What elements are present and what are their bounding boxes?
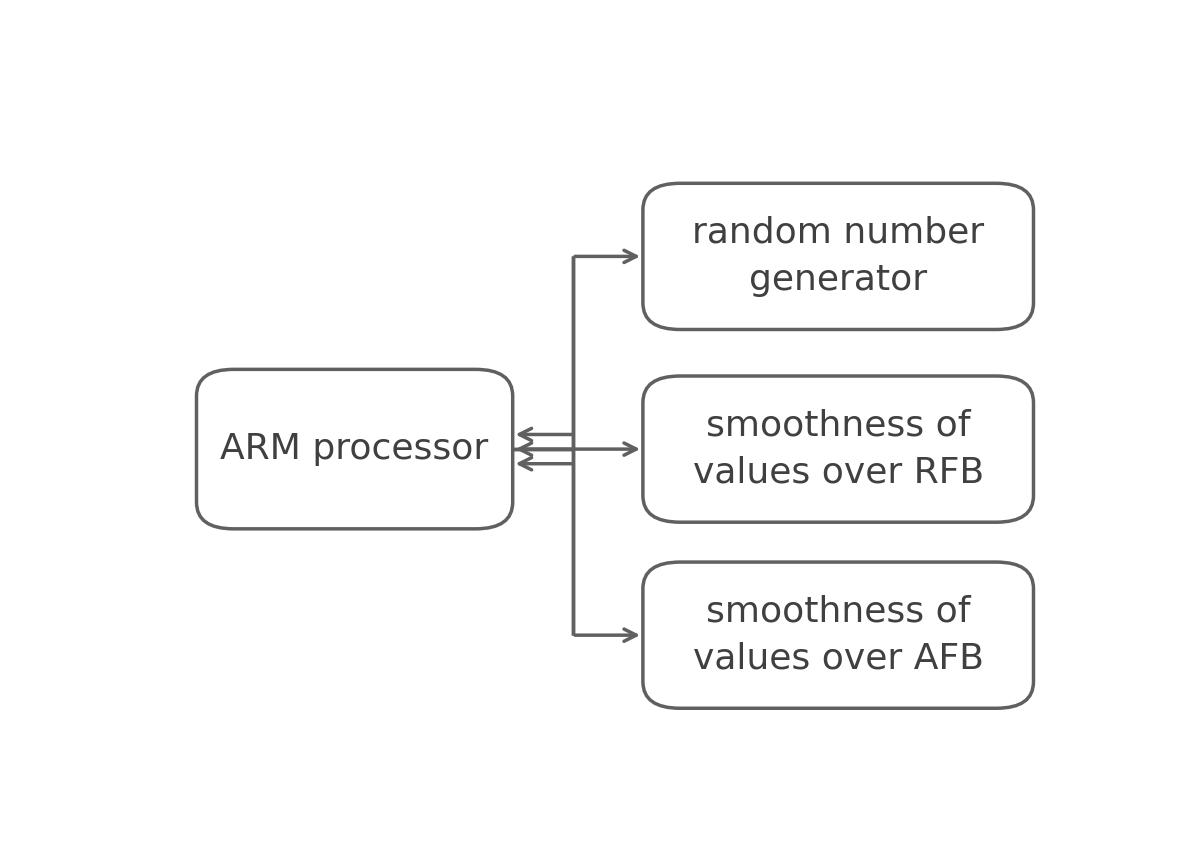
Text: smoothness of
values over AFB: smoothness of values over AFB: [692, 595, 984, 676]
FancyBboxPatch shape: [643, 376, 1033, 522]
Text: ARM processor: ARM processor: [221, 432, 488, 466]
FancyBboxPatch shape: [643, 562, 1033, 709]
Text: smoothness of
values over RFB: smoothness of values over RFB: [692, 408, 984, 490]
Text: random number
generator: random number generator: [692, 216, 984, 297]
FancyBboxPatch shape: [197, 369, 512, 529]
FancyBboxPatch shape: [643, 183, 1033, 330]
